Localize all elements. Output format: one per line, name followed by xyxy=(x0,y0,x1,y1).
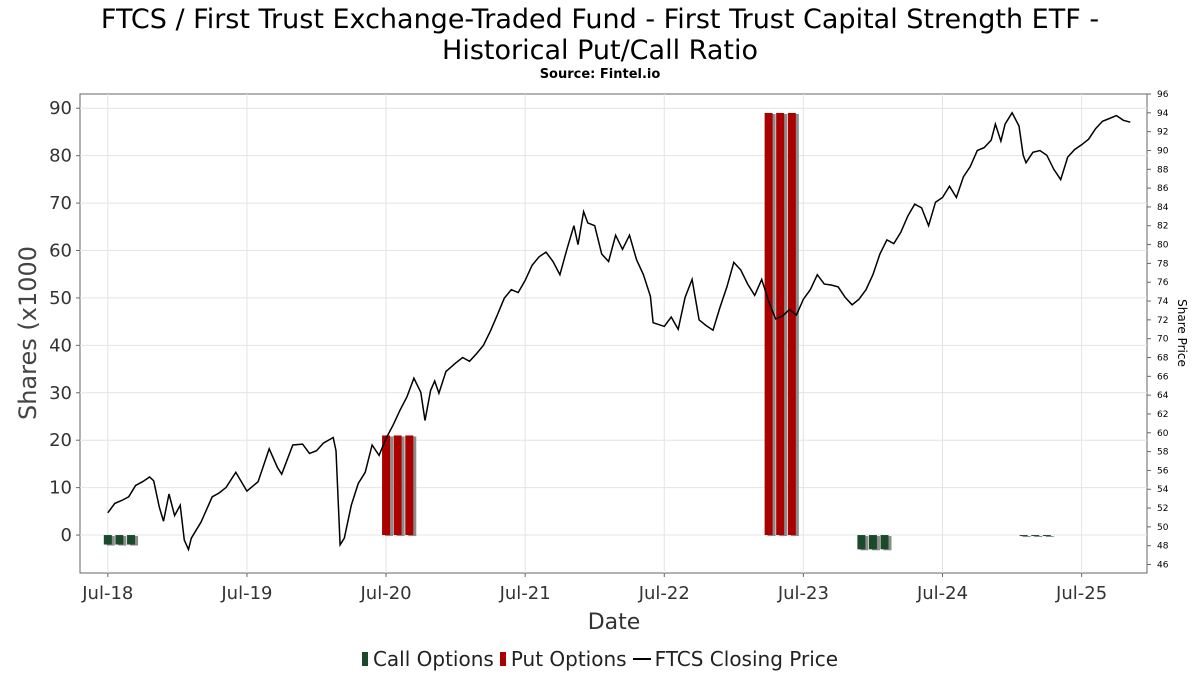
y2-tick-label: 90 xyxy=(1157,146,1169,156)
y2-tick-label: 66 xyxy=(1157,372,1169,382)
x-tick-label: Jul-25 xyxy=(1055,583,1107,604)
y2-tick-label: 60 xyxy=(1157,429,1169,439)
y2-tick-label: 62 xyxy=(1157,410,1168,420)
call-bar-shadow xyxy=(1045,536,1054,538)
legend-swatch-put xyxy=(499,652,506,666)
call-bar xyxy=(1031,535,1040,537)
legend-label-price: FTCS Closing Price xyxy=(654,647,839,671)
call-bar xyxy=(1042,535,1051,537)
call-bar xyxy=(868,535,877,550)
y2-axis-label: Share Price xyxy=(1175,299,1189,367)
legend-label-call: Call Options xyxy=(372,647,494,671)
y2-tick-label: 78 xyxy=(1157,259,1169,269)
call-bar xyxy=(857,535,866,550)
call-bar xyxy=(127,535,136,545)
call-bar xyxy=(115,535,124,545)
call-bar-shadow xyxy=(1034,536,1043,538)
legend-swatch-call xyxy=(361,652,368,666)
y-tick-label: 80 xyxy=(49,146,72,167)
y2-tick-label: 54 xyxy=(1157,485,1169,495)
x-tick-label: Jul-19 xyxy=(220,583,272,604)
put-bar xyxy=(787,112,796,536)
y-tick-label: 60 xyxy=(49,241,72,262)
legend: Call Options Put Options FTCS Closing Pr… xyxy=(0,647,1200,671)
y2-tick-label: 86 xyxy=(1157,184,1169,194)
put-bar xyxy=(393,435,402,536)
y2-axis-ticks: 46 48 50 52 54 56 58 60 62 64 66 68 70 72 74 76 78 80 82 84… xyxy=(1147,90,1169,571)
put-bar xyxy=(776,112,785,536)
y-tick-label: 10 xyxy=(49,478,72,499)
put-bar xyxy=(382,435,391,536)
y2-tick-label: 96 xyxy=(1157,90,1169,100)
legend-item-call: Call Options xyxy=(361,647,494,671)
y2-tick-label: 92 xyxy=(1157,128,1168,138)
put-bar xyxy=(764,112,773,536)
put-bar xyxy=(405,435,414,536)
y2-tick-label: 58 xyxy=(1157,448,1169,458)
y-tick-label: 70 xyxy=(49,193,72,214)
x-tick-label: Jul-24 xyxy=(916,583,968,604)
y2-tick-label: 56 xyxy=(1157,466,1169,476)
x-tick-label: Jul-20 xyxy=(359,583,411,604)
y-tick-label: 50 xyxy=(49,288,72,309)
y2-tick-label: 80 xyxy=(1157,241,1169,251)
grid-lines xyxy=(80,94,1147,573)
x-tick-label: Jul-21 xyxy=(499,583,551,604)
call-bar xyxy=(880,535,889,550)
x-tick-label: Jul-22 xyxy=(638,583,690,604)
y-tick-label: 0 xyxy=(61,525,72,546)
x-tick-label: Jul-18 xyxy=(81,583,133,604)
y2-tick-label: 88 xyxy=(1157,165,1169,175)
y-axis-label: Shares (x1000 xyxy=(14,246,42,420)
legend-item-put: Put Options xyxy=(499,647,627,671)
y2-tick-label: 50 xyxy=(1157,523,1169,533)
y2-tick-label: 70 xyxy=(1157,335,1169,345)
y-tick-label: 90 xyxy=(49,98,72,119)
y2-tick-label: 48 xyxy=(1157,542,1169,552)
option-bars xyxy=(103,112,1054,551)
chart-title-line2: Historical Put/Call Ratio xyxy=(442,35,758,66)
chart-subtitle: Source: Fintel.io xyxy=(539,67,661,82)
price-line xyxy=(107,111,1131,552)
x-tick-label: Jul-23 xyxy=(777,583,829,604)
y2-tick-label: 64 xyxy=(1157,391,1169,401)
chart-title-line1: FTCS / First Trust Exchange-Traded Fund … xyxy=(100,4,1100,35)
call-bar xyxy=(1019,535,1028,537)
legend-label-put: Put Options xyxy=(510,647,627,671)
y2-tick-label: 72 xyxy=(1157,316,1168,326)
y-axis-ticks: 0 10 20 30 40 50 60 70 80 90 xyxy=(49,98,80,546)
legend-item-price: FTCS Closing Price xyxy=(632,647,839,671)
x-axis-label: Date xyxy=(588,610,641,635)
y2-tick-label: 52 xyxy=(1157,504,1168,514)
call-bar-shadow xyxy=(1022,536,1031,538)
y2-tick-label: 46 xyxy=(1157,561,1169,571)
y2-tick-label: 84 xyxy=(1157,203,1169,213)
y2-tick-label: 94 xyxy=(1157,109,1169,119)
x-axis-ticks: Jul-18 Jul-19 Jul-20 Jul-21 Jul-22 Jul-23 Jul-… xyxy=(81,573,1107,604)
y-tick-label: 30 xyxy=(49,383,72,404)
y2-tick-label: 76 xyxy=(1157,278,1169,288)
y2-tick-label: 74 xyxy=(1157,297,1169,307)
y2-tick-label: 82 xyxy=(1157,222,1168,232)
y-tick-label: 40 xyxy=(49,335,72,356)
plot-frame xyxy=(79,93,1148,574)
y-tick-label: 20 xyxy=(49,430,72,451)
y2-tick-label: 68 xyxy=(1157,353,1169,363)
call-bar xyxy=(103,535,112,545)
legend-swatch-price xyxy=(632,658,651,660)
